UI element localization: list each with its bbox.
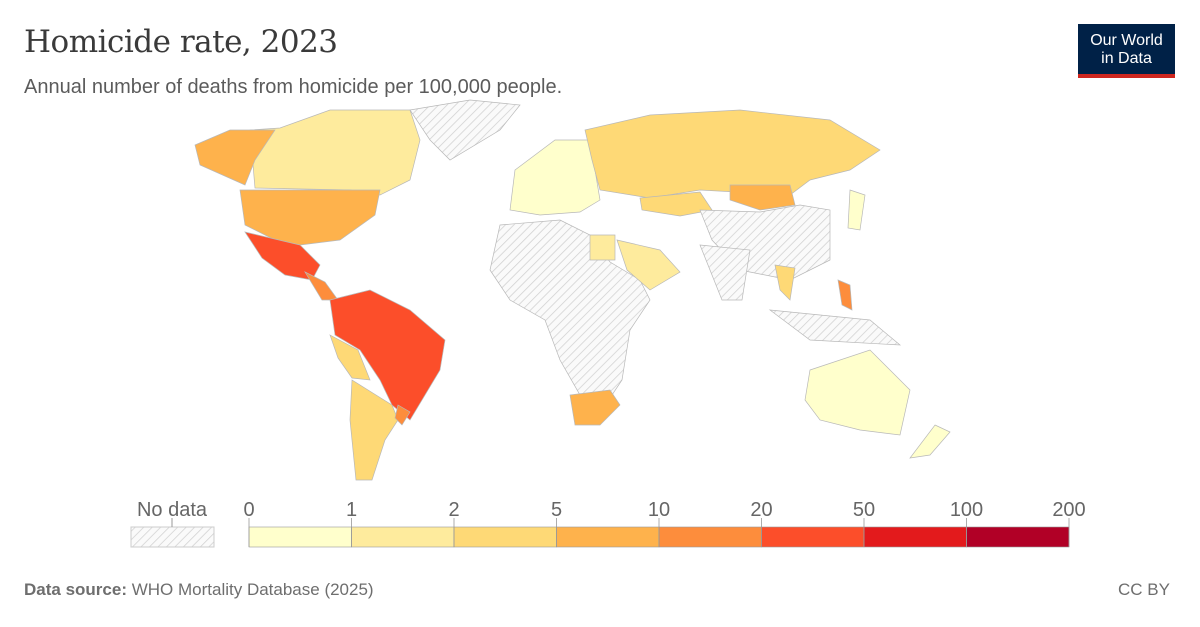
legend-tick-label: 20: [750, 499, 772, 521]
region-egypt[interactable]: [589, 234, 616, 261]
legend-no-data-swatch: [130, 526, 215, 548]
region-mongolia[interactable]: [729, 184, 796, 211]
region-australia[interactable]: [804, 349, 911, 436]
legend-tick-label: 5: [551, 499, 562, 521]
region-peru[interactable]: [329, 334, 371, 381]
region-alaska-usa-[interactable]: [194, 129, 276, 186]
legend-bin-2-5: [453, 526, 557, 548]
legend-no-data-label: No data: [137, 499, 208, 521]
data-source: Data source: WHO Mortality Database (202…: [24, 580, 374, 600]
region-colombia-venezuela-brazil[interactable]: [329, 289, 446, 421]
region-new-zealand[interactable]: [909, 424, 951, 459]
legend-bin-0-1: [248, 526, 352, 548]
legend-bin-20-50: [761, 526, 865, 548]
region-japan[interactable]: [847, 189, 866, 231]
region-india[interactable]: [699, 244, 751, 301]
region-philippines[interactable]: [837, 279, 853, 311]
region-russia[interactable]: [584, 109, 881, 199]
region-thailand[interactable]: [774, 264, 796, 301]
legend-tick-label: 200: [1052, 499, 1085, 521]
region-indonesia[interactable]: [768, 309, 902, 346]
region-kazakhstan[interactable]: [639, 191, 713, 217]
region-saudi-arabia[interactable]: [616, 239, 681, 291]
legend-bin-1-2: [351, 526, 455, 548]
legend-bin-10-20: [658, 526, 762, 548]
legend-bin-100-200: [966, 526, 1070, 548]
region-uruguay[interactable]: [394, 404, 411, 426]
region-argentina-chile[interactable]: [349, 379, 399, 481]
legend-tick-label: 2: [448, 499, 459, 521]
owid-logo[interactable]: Our World in Data: [1078, 24, 1175, 78]
region-central-america[interactable]: [304, 271, 339, 301]
legend-bin-5-10: [556, 526, 660, 548]
legend: No data 0 1 2 5 10 20 50 100 200: [130, 499, 1086, 548]
region-canada[interactable]: [249, 109, 421, 196]
legend-tick-label: 100: [950, 499, 983, 521]
source-label: Data source:: [24, 580, 127, 599]
region-greenland[interactable]: [409, 99, 521, 161]
source-text[interactable]: WHO Mortality Database (2025): [131, 580, 374, 599]
license[interactable]: CC BY: [1118, 580, 1170, 599]
region-south-africa[interactable]: [569, 389, 621, 426]
legend-tick-label: 10: [648, 499, 670, 521]
region-europe[interactable]: [509, 139, 601, 216]
legend-tick-label: 50: [853, 499, 875, 521]
logo-line-2: in Data: [1101, 50, 1152, 67]
region-united-states[interactable]: [239, 189, 381, 246]
logo-line-1: Our World: [1090, 32, 1163, 49]
legend-bin-50-100: [863, 526, 967, 548]
page-subtitle: Annual number of deaths from homicide pe…: [24, 76, 563, 98]
legend-tick-label: 0: [243, 499, 254, 521]
page-title: Homicide rate, 2023: [24, 24, 338, 60]
legend-tick-label: 1: [346, 499, 357, 521]
